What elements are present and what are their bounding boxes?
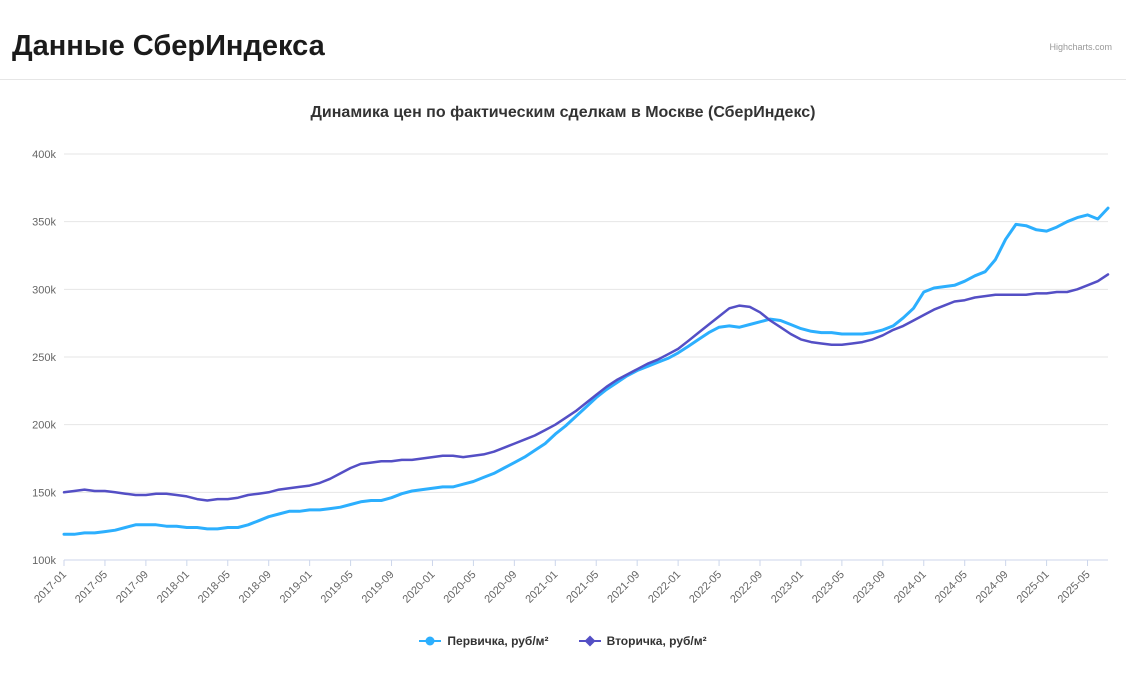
x-axis-tick-label: 2023-01	[769, 569, 806, 606]
y-axis-tick-label: 250k	[32, 352, 56, 364]
x-axis-tick-label: 2019-09	[360, 569, 397, 606]
x-axis-tick-label: 2018-05	[196, 569, 233, 606]
x-axis-tick-label: 2018-09	[237, 569, 274, 606]
x-axis-tick-label: 2019-05	[319, 569, 356, 606]
x-axis-tick-label: 2023-05	[810, 569, 847, 606]
x-axis-tick-label: 2020-09	[482, 569, 519, 606]
x-axis-tick-label: 2024-01	[892, 569, 929, 606]
x-axis-tick-label: 2025-01	[1015, 569, 1052, 606]
legend-circle-icon	[425, 636, 435, 646]
legend-item-primary[interactable]: Первичка, руб/м²	[419, 634, 549, 648]
x-axis-tick-label: 2021-05	[564, 569, 601, 606]
y-axis-tick-label: 350k	[32, 217, 56, 229]
y-axis-tick-label: 150k	[32, 487, 56, 499]
x-axis-tick-label: 2020-05	[441, 569, 478, 606]
legend-item-secondary[interactable]: Вторичка, руб/м²	[578, 634, 707, 648]
x-axis-tick-label: 2025-05	[1056, 569, 1093, 606]
sberindex-page: Highcharts.com Данные СберИндекса Динами…	[0, 30, 1126, 699]
y-axis-tick-label: 300k	[32, 284, 56, 296]
legend-marker-primary-icon	[419, 636, 442, 646]
x-axis-tick-label: 2024-05	[933, 569, 970, 606]
y-axis-tick-label: 100k	[32, 555, 56, 567]
highcharts-credit[interactable]: Highcharts.com	[1049, 42, 1112, 52]
x-axis-tick-label: 2022-09	[728, 569, 765, 606]
y-axis-tick-label: 200k	[32, 420, 56, 432]
x-axis-tick-label: 2024-09	[974, 569, 1011, 606]
header-divider	[0, 79, 1126, 80]
chart-title: Динамика цен по фактическим сделкам в Мо…	[310, 104, 816, 121]
price-chart: Динамика цен по фактическим сделкам в Мо…	[0, 104, 1126, 648]
legend-marker-secondary-icon	[578, 635, 601, 647]
legend-label-secondary: Вторичка, руб/м²	[606, 634, 707, 648]
chart-legend: Первичка, руб/м² Вторичка, руб/м²	[0, 634, 1126, 648]
x-axis-tick-label: 2020-01	[401, 569, 438, 606]
x-axis-tick-label: 2017-05	[73, 569, 110, 606]
x-axis-tick-label: 2019-01	[278, 569, 315, 606]
x-axis-tick-label: 2017-01	[32, 569, 69, 606]
x-axis-tick-label: 2022-01	[646, 569, 683, 606]
x-axis-tick-label: 2022-05	[687, 569, 724, 606]
x-axis-tick-label: 2023-09	[851, 569, 888, 606]
series-line-secondary[interactable]	[62, 273, 1110, 502]
page-title: Данные СберИндекса	[12, 30, 325, 62]
x-axis-tick-label: 2018-01	[155, 569, 192, 606]
legend-diamond-icon	[584, 635, 596, 647]
series-line-primary[interactable]	[62, 206, 1110, 536]
legend-label-primary: Первичка, руб/м²	[447, 634, 549, 648]
x-axis-tick-label: 2021-09	[605, 569, 642, 606]
y-axis-tick-label: 400k	[32, 149, 56, 161]
x-axis-tick-label: 2021-01	[523, 569, 560, 606]
x-axis-tick-label: 2017-09	[114, 569, 151, 606]
